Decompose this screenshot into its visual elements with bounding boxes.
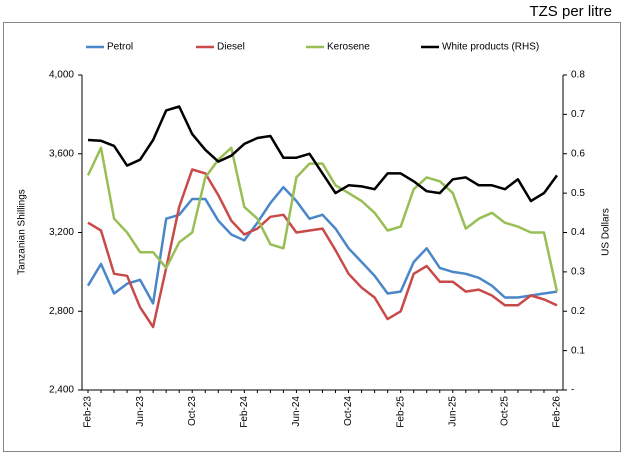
series-line [86,146,559,292]
y-tick-label: 4,000 [49,70,74,81]
legend-label: White products (RHS) [442,42,539,53]
x-tick-label: Oct-24 [343,396,354,426]
series-line [87,105,559,203]
y-tick-label: 3,200 [49,227,74,238]
chart-frame [3,22,621,452]
legend-label: Diesel [217,42,245,53]
y2-tick-label: 0.1 [571,345,585,356]
y2-axis-title: US Dollars [601,208,612,256]
x-tick-label: Jun-23 [135,396,146,427]
y-tick-label: 3,600 [49,148,74,159]
legend-label: Petrol [107,42,133,53]
x-tick-label: Feb-24 [239,396,250,428]
x-tick-label: Feb-23 [83,396,94,428]
y2-tick-label: - [571,385,574,396]
x-tick-label: Feb-26 [552,396,563,428]
y-tick-label: 2,800 [49,306,74,317]
x-tick-label: Oct-23 [187,396,198,426]
x-tick-label: Jun-25 [447,396,458,427]
y2-tick-label: 0.3 [571,267,585,278]
x-tick-label: Oct-25 [500,396,511,426]
legend-label: Kerosene [327,42,370,53]
y2-tick-label: 0.4 [571,227,585,238]
series-line [86,185,558,305]
y2-tick-label: 0.8 [571,70,585,81]
y-axis-title: Tanzanian Shillings [17,189,28,275]
y2-tick-label: 0.6 [571,148,585,159]
unit-label: TZS per litre [529,3,612,20]
y2-tick-label: 0.2 [571,306,585,317]
y2-tick-label: 0.5 [571,188,585,199]
y2-tick-label: 0.7 [571,109,585,120]
y-tick-label: 2,400 [49,385,74,396]
series-line [87,168,558,329]
x-tick-label: Feb-25 [395,396,406,428]
x-tick-label: Jun-24 [291,396,302,427]
